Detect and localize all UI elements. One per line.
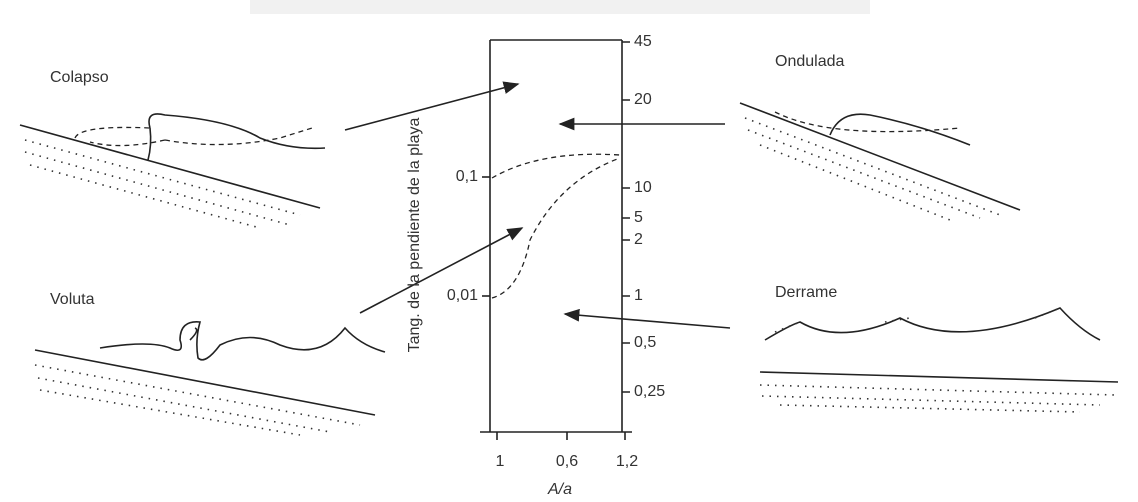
colapso-sketch (19, 113, 326, 229)
breaker-label: Voluta (50, 291, 95, 308)
derrame-sketch (759, 307, 1119, 413)
tick-label: 20 (634, 91, 652, 108)
tick-label: 1 (634, 287, 643, 304)
tick-label: 10 (634, 179, 652, 196)
tick-label: 1 (496, 453, 505, 470)
breaker-label: Ondulada (775, 53, 844, 70)
arrows (344, 81, 731, 329)
axes-box (480, 39, 632, 440)
tick-label: 5 (634, 209, 643, 226)
tick-label: 0,6 (556, 453, 578, 470)
ondulada-sketch (739, 102, 1021, 221)
tick-label: 0,5 (634, 334, 656, 351)
breaker-label: Derrame (775, 284, 837, 301)
tick-label: 0,01 (447, 287, 478, 304)
voluta-sketch (34, 321, 386, 436)
axis-label: Tang. de la pendiente de la playa (406, 117, 423, 352)
breaker-label: Colapso (50, 69, 109, 86)
tick-label: 0,25 (634, 383, 665, 400)
tick-label: 45 (634, 33, 652, 50)
header-band (250, 0, 870, 14)
tick-label: 0,1 (456, 168, 478, 185)
tick-label: 2 (634, 231, 643, 248)
tick-label: 1,2 (616, 453, 638, 470)
axis-label: A/a (547, 481, 572, 498)
